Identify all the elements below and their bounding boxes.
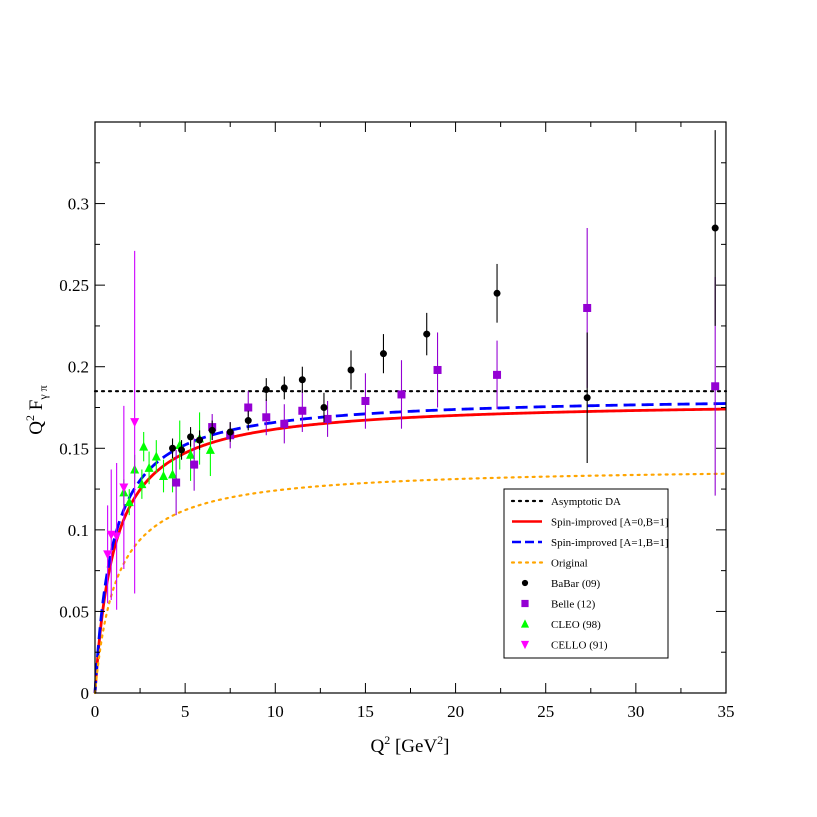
legend-item-cello-91: CELLO (91): [520, 640, 608, 652]
data-point: [347, 366, 355, 374]
data-point: [169, 444, 177, 452]
legend-item-spin-improved-a-1-b-1: Spin-improved [A=1,B=1]: [512, 537, 669, 549]
data-point: [262, 386, 270, 394]
legend-marker: [521, 599, 529, 608]
data-point: [280, 384, 288, 392]
data-point: [379, 350, 387, 358]
x-tick-label: 15: [357, 702, 374, 721]
data-point: [397, 390, 406, 399]
y-tick-label: 0.3: [68, 195, 89, 214]
data-point: [139, 441, 149, 451]
data-point: [323, 414, 332, 423]
data-point: [583, 303, 592, 312]
x-tick-label: 5: [181, 702, 190, 721]
data-point: [298, 406, 307, 415]
legend-label: BaBar (09): [551, 578, 601, 590]
legend-item-asymptotic-da: Asymptotic DA: [510, 496, 621, 508]
series-cello-91: [103, 250, 140, 610]
y-tick-label: 0.15: [59, 439, 89, 458]
legend-marker: [520, 619, 530, 628]
legend-item-belle-12: Belle (12): [521, 599, 596, 611]
x-axis-title: Q2 [GeV2]: [370, 733, 449, 757]
series-babar-09: [169, 130, 719, 463]
y-tick-label: 0.05: [59, 602, 89, 621]
data-point: [159, 471, 169, 481]
data-point: [187, 433, 195, 441]
data-point: [298, 376, 306, 384]
y-tick-label: 0.1: [68, 521, 89, 540]
legend-label: Original: [551, 558, 588, 570]
legend-label: CLEO (98): [551, 619, 601, 631]
legend-label: Spin-improved [A=0,B=1]: [551, 517, 669, 529]
y-axis-title: Q2 Fγ π: [23, 385, 50, 434]
legend-label: Asymptotic DA: [551, 496, 621, 508]
data-point: [711, 382, 720, 391]
legend-item-babar-09: BaBar (09): [521, 578, 601, 590]
legend-label: Spin-improved [A=1,B=1]: [551, 537, 669, 549]
data-point: [493, 289, 501, 297]
x-tick-label: 25: [537, 702, 554, 721]
data-point: [144, 462, 154, 472]
data-point: [151, 451, 161, 461]
data-point: [186, 449, 196, 459]
data-point: [130, 418, 140, 428]
data-point: [205, 444, 215, 454]
data-point: [168, 469, 178, 479]
data-point: [208, 426, 216, 434]
legend-item-spin-improved-a-0-b-1: Spin-improved [A=0,B=1]: [512, 517, 669, 529]
data-point: [172, 478, 181, 487]
y-tick-label: 0.25: [59, 276, 89, 295]
x-tick-label: 20: [447, 702, 464, 721]
axis-ticks: 0 5 10 15 20 25 30 35 0 0.05 0.1 0.15 0.2 0.25 0.3: [59, 122, 735, 721]
legend-box: [503, 488, 669, 659]
x-tick-label: 30: [627, 702, 644, 721]
legend-item-original: Original: [510, 558, 588, 570]
legend-marker: [520, 640, 530, 650]
x-tick-label: 10: [267, 702, 284, 721]
data-point: [112, 532, 122, 542]
legend-label: Belle (12): [551, 599, 596, 611]
data-point: [190, 460, 199, 469]
data-point: [711, 224, 719, 232]
data-points: [103, 130, 720, 610]
y-tick-label: 0: [81, 684, 90, 703]
y-tick-label: 0.2: [68, 358, 89, 377]
data-point: [137, 479, 147, 489]
curve-spin-improved-a-1-b-1: [93, 402, 727, 694]
data-point: [119, 483, 129, 493]
data-point: [196, 436, 204, 444]
data-point: [244, 417, 252, 425]
data-point: [244, 403, 253, 412]
data-point: [320, 404, 328, 411]
curve-original: [93, 472, 728, 695]
data-point: [262, 413, 271, 422]
x-tick-label: 0: [91, 702, 100, 721]
data-point: [103, 550, 113, 560]
legend-item-cleo-98: CLEO (98): [520, 619, 601, 631]
data-point: [493, 370, 502, 379]
data-point: [124, 497, 134, 507]
data-point: [423, 330, 431, 338]
data-point: [583, 394, 591, 402]
legend: Asymptotic DA Spin-improved [A=0,B=1] Spin…: [503, 488, 669, 659]
legend-label: CELLO (91): [551, 640, 608, 652]
legend-marker: [521, 579, 529, 587]
x-tick-label: 35: [718, 702, 735, 721]
data-point: [361, 396, 370, 405]
data-point: [178, 446, 186, 454]
data-point: [226, 428, 234, 436]
data-point: [433, 365, 442, 374]
data-point: [280, 419, 289, 428]
